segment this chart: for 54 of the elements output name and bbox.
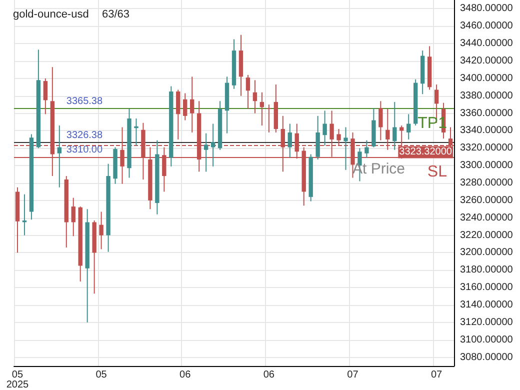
y-tick-label: 3140.00000 [460,300,514,310]
candlestick [378,100,383,141]
x-tick-label: 07 [430,370,443,380]
candlestick [406,114,411,140]
x-tick-label: 05 2025 [6,370,30,390]
y-tick-label: 3200.00000 [460,247,514,258]
y-tick-label: 3340.00000 [460,125,514,136]
y-tick-label: 3100.00000 [460,334,514,346]
y-tick-label: 3420.00000 [460,56,514,66]
y-tick-label: 3180.00000 [460,264,514,276]
x-tick-label: 06 [180,370,192,380]
y-tick-label: 3360.00000 [460,108,514,119]
candlestick [344,126,348,170]
candlestick [364,140,369,158]
candlestick [190,76,194,133]
y-tick-label: 3120.00000 [460,316,514,328]
legend-label: SL [427,163,448,180]
candlestick [266,104,272,133]
y-tick-label: 3380.00000 [460,90,514,102]
y-tick-label: 3480.00000 [460,3,514,14]
candlestick [43,78,48,115]
text: gold-ounce-usd [13,8,89,20]
annotation: 3326.38 [66,130,103,142]
candlestick [246,74,250,110]
candlestick [99,211,104,250]
annotation: 3365.38 [66,96,103,108]
y-tick-label: 3300.00000 [460,160,514,172]
candlestick [322,110,327,146]
x-tick-label: 06 [263,370,275,380]
candlestick [260,92,264,126]
candlestick [176,89,180,140]
y-tick-label: 3320.00000 [460,142,514,154]
y-tick-label: 3400.00000 [460,72,514,84]
candlestick [71,197,76,237]
y-tick-label: 3240.00000 [460,212,514,224]
y-tick-label: 3280.00000 [460,178,514,188]
candlestick [252,80,258,114]
y-tick-label: 3220.00000 [460,230,514,241]
candlestick [210,123,216,167]
y-tick-label: 3440.00000 [460,38,514,50]
x-tick-label: 05 [96,370,108,380]
x-tick-label: 07 [347,370,359,380]
y-tick-label: 3160.00000 [460,282,514,294]
y-tick-label: 3460.00000 [460,20,514,32]
ref-line-label: 3323.32000 [399,146,452,158]
candlestick [288,123,292,158]
text: 63/63 [102,8,130,20]
y-tick-label: 3260.00000 [460,194,514,206]
candlestick [183,92,188,121]
candlestick [204,132,208,172]
candlestick [134,118,138,146]
y-tick-label: 3080.00000 [460,352,514,363]
candlestick [392,101,397,150]
candlestick [57,124,62,188]
